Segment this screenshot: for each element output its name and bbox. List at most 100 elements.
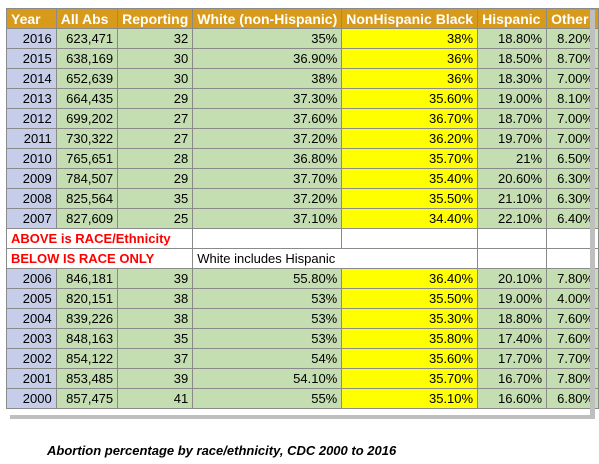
black-cell: 35.40%: [341, 168, 479, 189]
white-cell: 37.70%: [192, 168, 343, 189]
reporting-cell: 39: [117, 268, 194, 289]
hispanic-cell: 18.80%: [477, 28, 548, 49]
reporting-cell: 35: [117, 188, 194, 209]
other-cell: 8.70%: [546, 48, 599, 69]
all-abs-cell: 820,151: [55, 288, 119, 309]
white-cell: 37.60%: [192, 108, 343, 129]
year-cell: 2011: [6, 128, 57, 149]
other-cell: 4.00%: [546, 288, 599, 309]
black-cell: 38%: [341, 28, 479, 49]
all-abs-cell: 730,322: [55, 128, 119, 149]
table-row: 2006 846,181 39 55.80% 36.40% 20.10% 7.80%: [6, 268, 599, 289]
all-abs-cell: 699,202: [55, 108, 119, 129]
white-cell: 55%: [192, 388, 343, 409]
other-cell: 7.00%: [546, 108, 599, 129]
hispanic-cell: 20.10%: [477, 268, 548, 289]
header-all-abs: All Abs: [55, 8, 119, 29]
black-cell: 35.80%: [341, 328, 479, 349]
other-cell: 7.70%: [546, 348, 599, 369]
empty-cell: [341, 228, 479, 249]
empty-cell: [477, 228, 548, 249]
black-cell: 35.50%: [341, 288, 479, 309]
hispanic-cell: 21%: [477, 148, 548, 169]
table-row: 2014 652,639 30 38% 36% 18.30% 7.00%: [6, 68, 599, 89]
white-cell: 53%: [192, 328, 343, 349]
year-cell: 2012: [6, 108, 57, 129]
year-cell: 2003: [6, 328, 57, 349]
all-abs-cell: 857,475: [55, 388, 119, 409]
table-row: 2004 839,226 38 53% 35.30% 18.80% 7.60%: [6, 308, 599, 329]
reporting-cell: 29: [117, 88, 194, 109]
table-row: 2015 638,169 30 36.90% 36% 18.50% 8.70%: [6, 48, 599, 69]
year-cell: 2001: [6, 368, 57, 389]
table-row: 2013 664,435 29 37.30% 35.60% 19.00% 8.10%: [6, 88, 599, 109]
year-cell: 2013: [6, 88, 57, 109]
reporting-cell: 29: [117, 168, 194, 189]
all-abs-cell: 784,507: [55, 168, 119, 189]
note-below-text: BELOW IS RACE ONLY: [5, 248, 194, 269]
reporting-cell: 27: [117, 108, 194, 129]
year-cell: 2005: [6, 288, 57, 309]
note-row-above: ABOVE is RACE/Ethnicity: [5, 228, 599, 249]
all-abs-cell: 853,485: [55, 368, 119, 389]
white-cell: 38%: [192, 68, 343, 89]
other-cell: 8.10%: [546, 88, 599, 109]
table-row: 2000 857,475 41 55% 35.10% 16.60% 6.80%: [6, 388, 599, 409]
table-row: 2003 848,163 35 53% 35.80% 17.40% 7.60%: [6, 328, 599, 349]
white-cell: 37.20%: [192, 188, 343, 209]
black-cell: 35.30%: [341, 308, 479, 329]
black-cell: 35.70%: [341, 148, 479, 169]
header-row: Year All Abs Reporting White (non-Hispan…: [6, 8, 599, 29]
year-cell: 2009: [6, 168, 57, 189]
table-row: 2009 784,507 29 37.70% 35.40% 20.60% 6.30%: [6, 168, 599, 189]
other-cell: 7.80%: [546, 268, 599, 289]
black-cell: 34.40%: [341, 208, 479, 229]
other-cell: 7.60%: [546, 308, 599, 329]
black-cell: 35.60%: [341, 88, 479, 109]
table-caption: Abortion percentage by race/ethnicity, C…: [47, 443, 397, 458]
white-cell: 36.90%: [192, 48, 343, 69]
year-cell: 2016: [6, 28, 57, 49]
hispanic-cell: 18.70%: [477, 108, 548, 129]
hispanic-cell: 22.10%: [477, 208, 548, 229]
header-other: Other: [546, 8, 599, 29]
empty-cell: [192, 228, 343, 249]
white-cell: 37.10%: [192, 208, 343, 229]
year-cell: 2015: [6, 48, 57, 69]
other-cell: 6.30%: [546, 188, 599, 209]
other-cell: 6.40%: [546, 208, 599, 229]
header-white: White (non-Hispanic): [192, 8, 343, 29]
reporting-cell: 35: [117, 328, 194, 349]
reporting-cell: 41: [117, 388, 194, 409]
reporting-cell: 37: [117, 348, 194, 369]
white-cell: 37.20%: [192, 128, 343, 149]
table-shadow-bottom: [10, 415, 595, 419]
other-cell: 6.80%: [546, 388, 599, 409]
year-cell: 2014: [6, 68, 57, 89]
all-abs-cell: 848,163: [55, 328, 119, 349]
table-row: 2001 853,485 39 54.10% 35.70% 16.70% 7.80%: [6, 368, 599, 389]
reporting-cell: 39: [117, 368, 194, 389]
hispanic-cell: 17.40%: [477, 328, 548, 349]
table-row: 2011 730,322 27 37.20% 36.20% 19.70% 7.00%: [6, 128, 599, 149]
table-row: 2005 820,151 38 53% 35.50% 19.00% 4.00%: [6, 288, 599, 309]
table-row: 2002 854,122 37 54% 35.60% 17.70% 7.70%: [6, 348, 599, 369]
all-abs-cell: 664,435: [55, 88, 119, 109]
black-cell: 36%: [341, 48, 479, 69]
hispanic-cell: 20.60%: [477, 168, 548, 189]
header-reporting: Reporting: [117, 8, 194, 29]
table-shadow-right: [590, 10, 595, 415]
white-cell: 54%: [192, 348, 343, 369]
table-row: 2010 765,651 28 36.80% 35.70% 21% 6.50%: [6, 148, 599, 169]
all-abs-cell: 623,471: [55, 28, 119, 49]
hispanic-cell: 18.30%: [477, 68, 548, 89]
year-cell: 2007: [6, 208, 57, 229]
year-cell: 2002: [6, 348, 57, 369]
other-cell: 7.00%: [546, 68, 599, 89]
empty-cell: [477, 248, 548, 269]
year-cell: 2006: [6, 268, 57, 289]
reporting-cell: 30: [117, 68, 194, 89]
year-cell: 2010: [6, 148, 57, 169]
year-cell: 2008: [6, 188, 57, 209]
white-cell: 37.30%: [192, 88, 343, 109]
